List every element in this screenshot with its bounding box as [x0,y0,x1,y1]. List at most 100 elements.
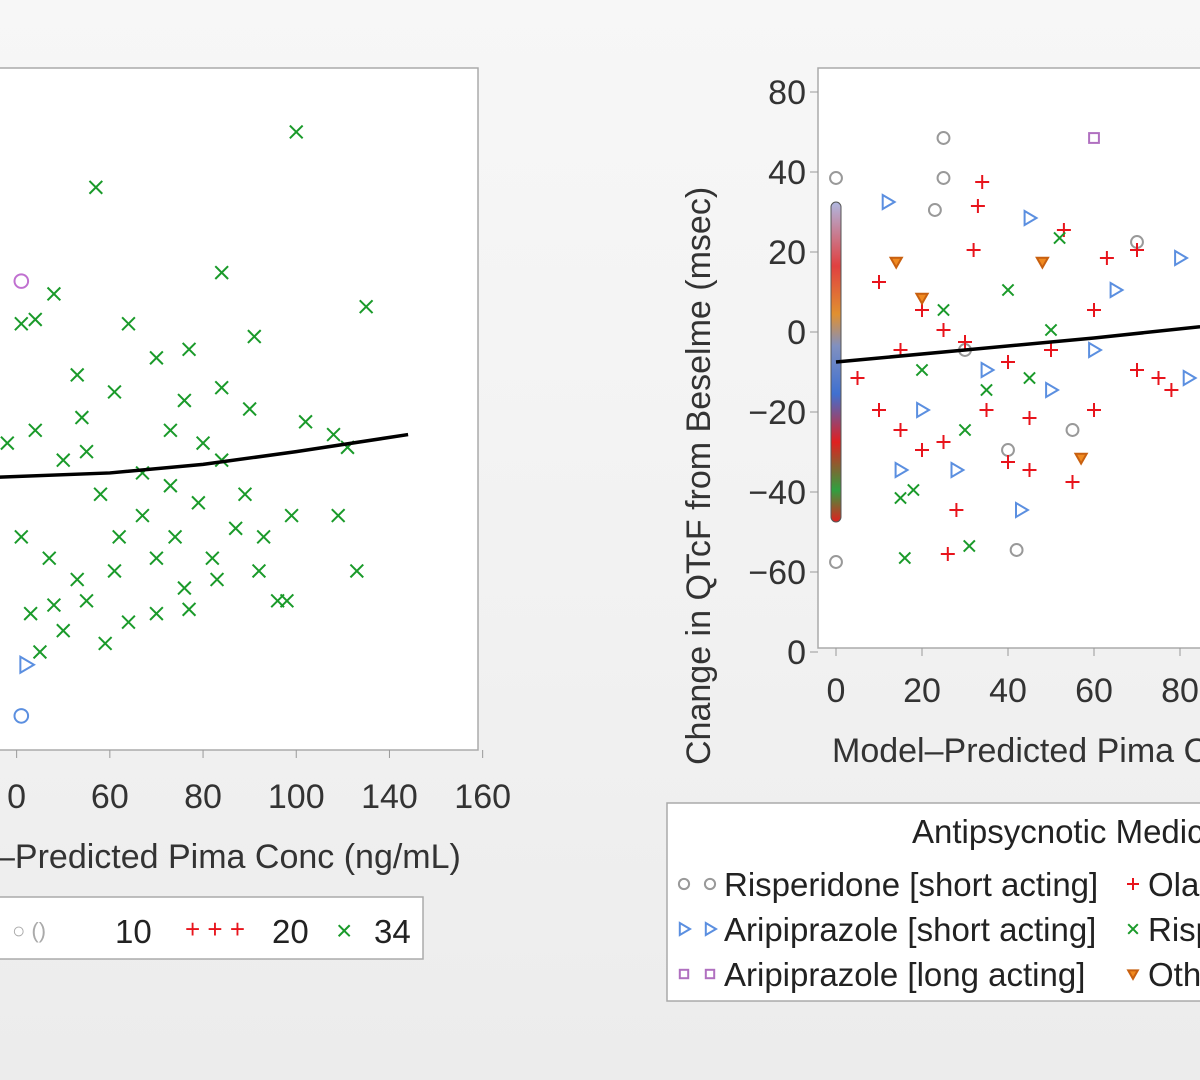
left-point-x [177,393,192,408]
right-point-plus [958,335,972,349]
right-point-triangle-right [1174,249,1189,267]
legend-label-aripiprazole-long: Aripiprazole [long acting] [724,956,1085,993]
right-y-tick-label: 80 [768,74,806,112]
legend-marker-triangle-right [678,921,692,937]
legend-label-risperidone-short: Risperidone [short acting] [724,866,1098,903]
left-point-x [46,286,62,302]
right-point-x [1001,283,1015,297]
left-point-x [112,529,127,544]
right-point-plus [1001,355,1015,369]
right-point-triangle-down [1035,256,1050,270]
left-point-x [88,180,103,195]
right-chart: 80 40 20 0 −20 −40 −60 0 0 20 40 60 80 Change in QT… [666,67,1200,1002]
right-y-tick-label: 20 [768,234,806,272]
right-point-triangle-right [1015,501,1030,519]
right-y-tick-label: 0 [787,634,806,672]
left-point-x [149,551,164,566]
left-point-triangle-right [19,655,36,675]
left-point-x [177,580,192,596]
right-point-x [907,483,920,497]
right-point-x [1023,371,1036,385]
left-point-x [56,453,71,468]
left-point-x [359,299,374,314]
left-point-x [28,423,43,438]
left-point-x [251,563,267,579]
legend-symbol-circles: ○ () [12,918,46,943]
right-point-plus [1022,463,1037,477]
left-point-x [93,487,108,502]
right-point-x [1053,231,1066,245]
left-point-x [284,508,299,523]
left-point-x [209,572,225,587]
right-point-plus [1087,303,1101,317]
left-point-x [326,427,341,442]
right-point-plus [1001,455,1015,469]
right-fit-line [835,324,1200,364]
right-x-tick-label: 40 [989,672,1027,710]
left-point-x [107,563,122,579]
right-point-circle [829,171,843,185]
left-marks [0,124,409,724]
right-point-triangle-right [1182,369,1198,387]
left-point-x [79,444,94,459]
legend-marker-triangle-down [1126,969,1140,981]
left-point-x [163,478,178,493]
right-point-plus [936,435,951,449]
legend-label-other: Oth [1148,956,1200,993]
legend-marker-plus [1127,878,1139,890]
right-x-tick-label: 20 [903,672,941,710]
left-x-tick-label: 140 [361,778,418,816]
right-point-circle [829,555,843,569]
left-point-x [256,529,271,544]
left-point-x [242,401,257,417]
left-point-x [149,606,164,621]
left-point-x [46,597,62,613]
right-point-circle [936,131,951,145]
left-point-x [214,380,229,395]
left-x-tick-label: 60 [91,778,129,816]
right-point-plus [893,423,908,437]
legend-symbol-x: × [336,915,352,946]
right-point-triangle-right [916,401,931,419]
right-x-tick-label: 60 [1075,672,1113,710]
right-point-plus [966,243,981,257]
left-point-x [163,423,178,438]
left-chart: 0 60 80 100 140 160 –Predicted Pima Conc (ng/… [0,67,511,960]
right-marks [829,131,1200,569]
left-point-x [107,384,122,400]
legend-marker-triangle-right [704,921,718,937]
right-point-square [1088,132,1100,144]
left-plot-area [0,67,479,751]
right-point-x [1044,323,1058,337]
left-point-x [181,602,197,617]
right-point-x [915,363,929,377]
right-point-circle [927,203,942,217]
left-fit-line [0,432,409,479]
right-point-plus [970,199,985,213]
right-point-triangle-right [894,461,910,479]
legend-label-aripiprazole-short: Aripiprazole [short acting] [724,911,1096,948]
right-y-tick-label: −20 [748,394,806,432]
left-point-x [191,495,206,510]
right-point-plus [1130,363,1144,377]
left-point-x [181,342,197,357]
legend-label-risperidone-long: Risp [1148,911,1200,948]
left-point-x [167,529,183,544]
legend-marker-x [1127,923,1139,935]
left-point-x [289,124,304,140]
left-point-x [228,521,243,536]
left-point-x [74,410,89,425]
left-point-x [331,508,346,523]
right-point-plus [872,403,886,417]
left-point-x [214,265,229,280]
left-x-axis-label: –Predicted Pima Conc (ng/mL) [0,838,461,876]
right-point-triangle-right [881,193,897,211]
right-point-plus [872,275,886,289]
right-x-axis-label: Model–Predicted Pima C [832,732,1200,770]
left-point-x [42,551,57,566]
right-y-ticks: 80 40 20 0 −20 −40 −60 0 [748,74,818,672]
left-point-x [32,644,48,660]
right-x-tick-label: 80 [1161,672,1199,710]
right-point-plus [1044,343,1058,357]
